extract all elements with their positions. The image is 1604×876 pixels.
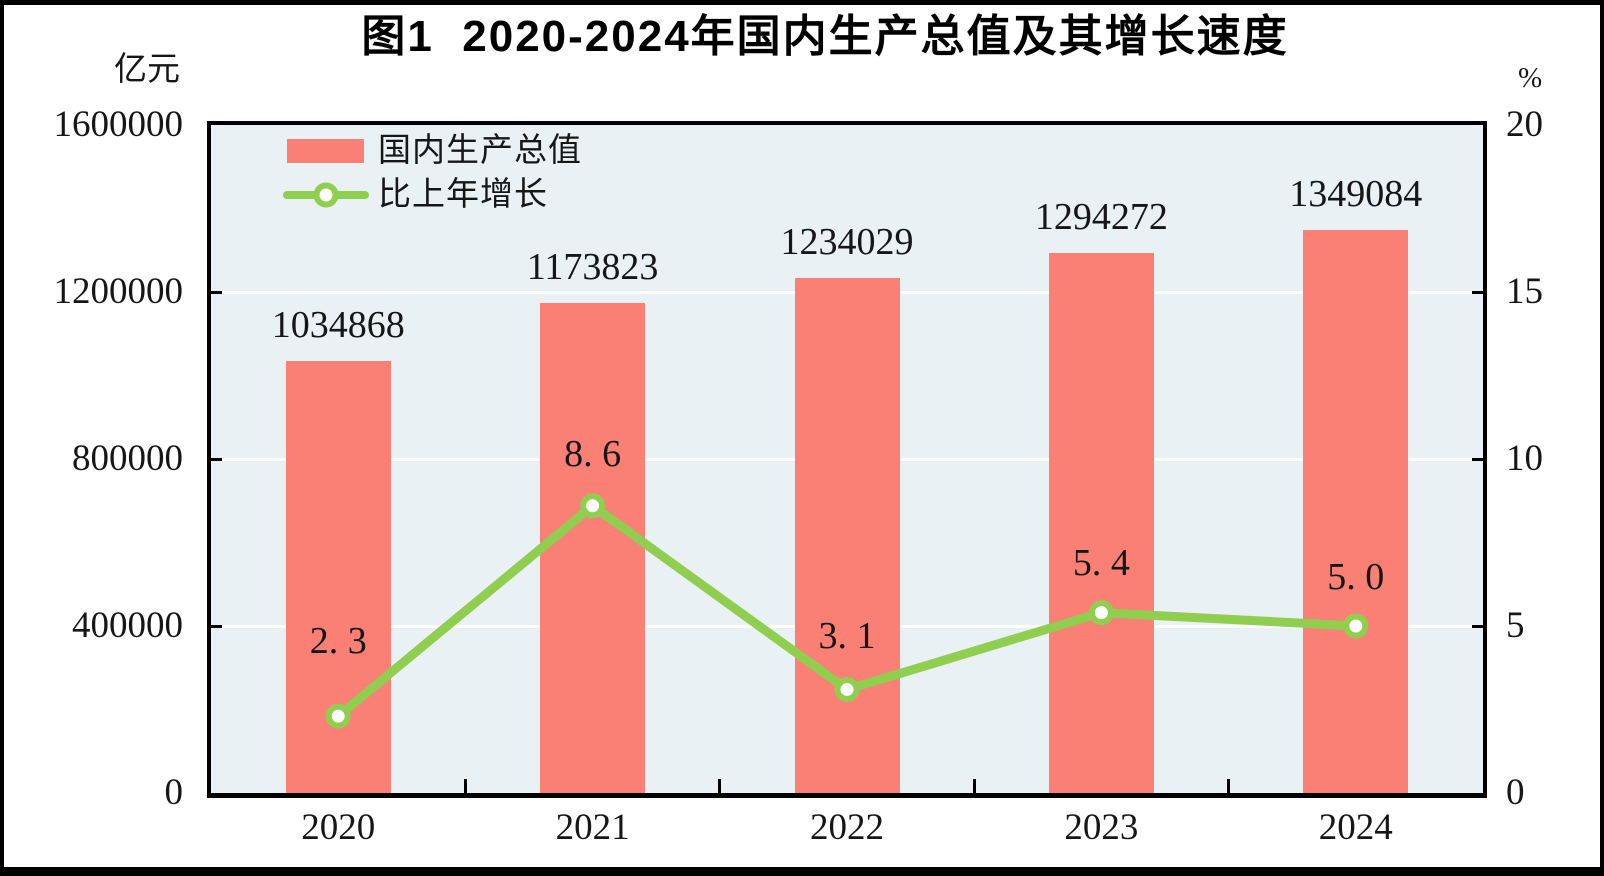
growth-line [325, 493, 1369, 729]
legend-entry-growth: 比上年增长 [283, 173, 582, 217]
legend-entry-gdp: 国内生产总值 [283, 129, 582, 173]
left-axis-tick [211, 290, 222, 294]
legend-bar-label: 国内生产总值 [378, 133, 582, 169]
growth-marker-icon [1343, 613, 1369, 639]
x-axis-label-2023: 2023 [1064, 807, 1139, 848]
x-axis-tick [972, 779, 976, 793]
left-axis-tick-label: 0 [164, 772, 184, 813]
x-axis: 2020 2021 2022 2023 2024 [0, 808, 1604, 858]
x-axis-tick [463, 779, 467, 793]
growth-marker-icon [1088, 600, 1114, 626]
gdp-bar-2022 [794, 277, 900, 793]
left-axis-unit: 亿元 [114, 52, 180, 88]
growth-value-label: 5. 4 [1072, 541, 1130, 584]
legend-line-swatch [283, 180, 369, 210]
x-axis-tick [718, 779, 722, 793]
right-axis-tick [1472, 290, 1483, 294]
x-axis-tick [1227, 779, 1231, 793]
right-axis-unit: % [1518, 62, 1543, 94]
x-axis-label-2022: 2022 [810, 807, 884, 848]
left-axis: 亿元 1600000 1200000 800000 400000 0 [0, 0, 184, 876]
x-axis-label-2020: 2020 [301, 807, 376, 848]
gdp-bar-2024 [1303, 229, 1409, 793]
left-axis-tick-label: 400000 [72, 605, 183, 646]
x-axis-label-2021: 2021 [555, 807, 630, 848]
growth-value-label: 5. 0 [1327, 556, 1385, 598]
right-axis-tick-label: 0 [1506, 772, 1525, 813]
gdp-bar-2021 [540, 302, 646, 793]
gdp-value-label: 1349084 [1289, 172, 1423, 215]
growth-marker-icon [834, 676, 860, 702]
growth-value-label: 3. 1 [818, 615, 876, 658]
right-axis-tick [1472, 624, 1483, 628]
left-axis-tick-label: 1200000 [53, 271, 184, 312]
gdp-bar-2023 [1048, 252, 1154, 793]
gdp-value-label: 1173823 [526, 245, 659, 288]
right-axis-tick-label: 15 [1506, 271, 1543, 312]
right-axis: % 20 15 10 5 0 [1506, 0, 1601, 876]
left-axis-tick-label: 1600000 [53, 104, 184, 145]
legend: 国内生产总值 比上年增长 [283, 129, 582, 217]
gdp-value-label: 1234029 [780, 220, 914, 263]
right-axis-tick-label: 20 [1506, 104, 1543, 145]
right-axis-tick [1472, 457, 1483, 461]
legend-bar-swatch [287, 139, 364, 163]
legend-line-marker-icon [313, 182, 339, 208]
growth-marker-icon [325, 703, 351, 729]
growth-marker-icon [580, 493, 606, 519]
right-axis-tick-label: 10 [1506, 438, 1543, 479]
left-axis-tick [211, 624, 222, 628]
left-axis-tick [211, 457, 222, 461]
growth-value-label: 2. 3 [309, 620, 367, 663]
right-axis-tick-label: 5 [1506, 605, 1525, 646]
gdp-value-label: 1034868 [271, 303, 405, 346]
left-axis-tick-label: 800000 [72, 438, 183, 479]
plot-area: 国内生产总值 比上年增长 1034868 1173823 1234029 129427… [207, 121, 1487, 798]
legend-line-label: 比上年增长 [378, 177, 548, 213]
chart-title: 图1 2020-2024年国内生产总值及其增长速度 [361, 12, 1289, 61]
gdp-value-label: 1294272 [1034, 195, 1168, 238]
growth-value-label: 8. 6 [564, 432, 622, 475]
x-axis-label-2024: 2024 [1318, 807, 1393, 848]
